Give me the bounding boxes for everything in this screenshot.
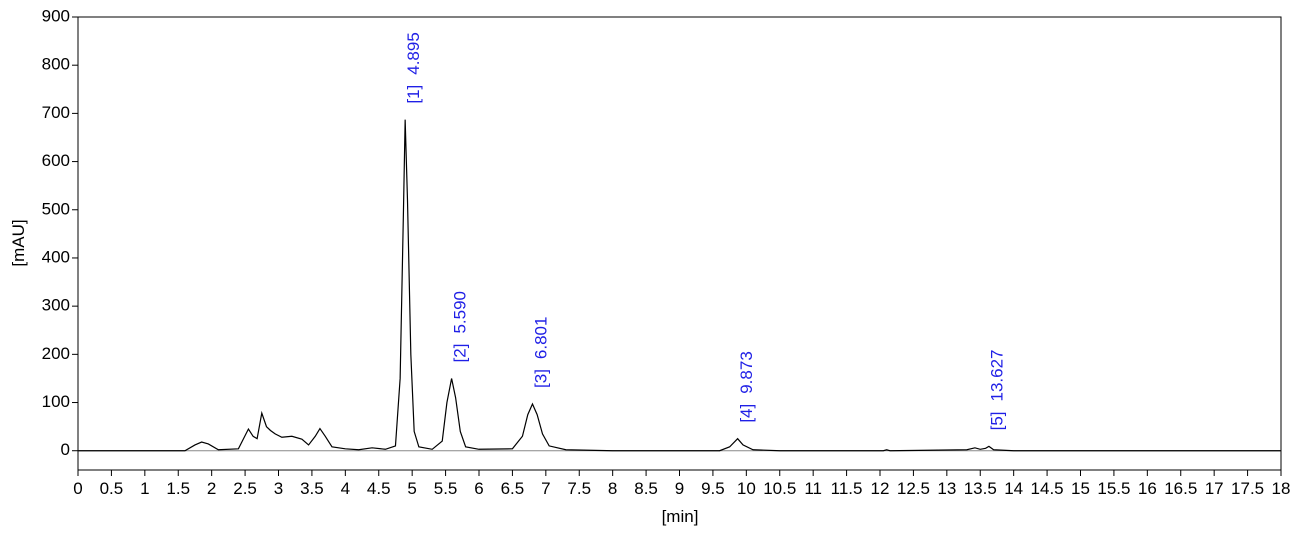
x-tick-label: 2.5 (233, 479, 257, 498)
peak-label: [1] (405, 85, 424, 104)
peak-label: [2] (451, 344, 470, 363)
peak-time: 9.873 (737, 351, 756, 394)
trace (78, 119, 1281, 452)
peak-time: 5.590 (451, 291, 470, 334)
x-tick-label: 17 (1205, 479, 1224, 498)
x-tick-label: 17.5 (1231, 479, 1264, 498)
x-tick-label: 11 (804, 479, 822, 498)
x-tick-label: 9.5 (701, 479, 725, 498)
y-tick-label: 600 (42, 151, 70, 170)
x-tick-label: 0 (73, 479, 82, 498)
peak-label: [3] (532, 369, 551, 388)
peak-label: [4] (737, 404, 756, 423)
y-tick-label: 500 (42, 199, 70, 218)
x-axis-label: [min] (662, 507, 699, 526)
y-tick-label: 400 (42, 247, 70, 266)
y-tick-label: 200 (42, 344, 70, 363)
x-tick-label: 3 (274, 479, 283, 498)
x-tick-label: 16.5 (1164, 479, 1197, 498)
peak-label: [5] (988, 411, 1007, 430)
y-tick-label: 900 (42, 6, 70, 25)
y-tick-label: 100 (42, 392, 70, 411)
x-tick-label: 15.5 (1097, 479, 1130, 498)
x-tick-label: 4.5 (367, 479, 391, 498)
x-tick-label: 1 (140, 479, 149, 498)
x-tick-label: 1.5 (166, 479, 190, 498)
y-tick-label: 800 (42, 55, 70, 74)
plot-frame (77, 16, 1282, 471)
x-tick-label: 0.5 (100, 479, 124, 498)
x-tick-label: 12.5 (897, 479, 930, 498)
x-tick-label: 13 (937, 479, 956, 498)
x-tick-label: 6.5 (501, 479, 525, 498)
x-tick-label: 4 (341, 479, 350, 498)
x-tick-label: 8.5 (634, 479, 658, 498)
x-tick-label: 13.5 (964, 479, 997, 498)
y-tick-label: 300 (42, 296, 70, 315)
peak-annotation: [3] 6.801 (532, 317, 551, 388)
x-tick-label: 9 (675, 479, 684, 498)
x-tick-label: 14 (1004, 479, 1023, 498)
peak-time: 4.895 (405, 32, 424, 75)
x-tick-label: 15 (1071, 479, 1090, 498)
x-tick-label: 7 (541, 479, 550, 498)
y-axis-label: [mAU] (9, 219, 28, 266)
x-tick-label: 8 (608, 479, 617, 498)
x-tick-label: 10.5 (763, 479, 796, 498)
x-tick-label: 5 (407, 479, 416, 498)
x-tick-label: 5.5 (434, 479, 458, 498)
y-tick-label: 0 (61, 440, 70, 459)
peak-time: 13.627 (988, 349, 1007, 401)
x-tick-label: 7.5 (567, 479, 591, 498)
y-tick-label: 700 (42, 103, 70, 122)
x-tick-label: 3.5 (300, 479, 324, 498)
peak-annotation: [1] 4.895 (405, 32, 424, 103)
x-tick-label: 16 (1138, 479, 1157, 498)
peak-annotation: [2] 5.590 (451, 291, 470, 362)
peak-time: 6.801 (532, 317, 551, 360)
x-tick-label: 10 (737, 479, 756, 498)
x-tick-label: 6 (474, 479, 483, 498)
x-tick-label: 11.5 (831, 479, 863, 498)
x-tick-label: 14.5 (1031, 479, 1064, 498)
x-tick-label: 2 (207, 479, 216, 498)
peak-annotation: [4] 9.873 (737, 351, 756, 422)
x-tick-label: 12 (871, 479, 890, 498)
peak-annotation: [5] 13.627 (988, 349, 1007, 430)
x-tick-label: 18 (1272, 479, 1291, 498)
